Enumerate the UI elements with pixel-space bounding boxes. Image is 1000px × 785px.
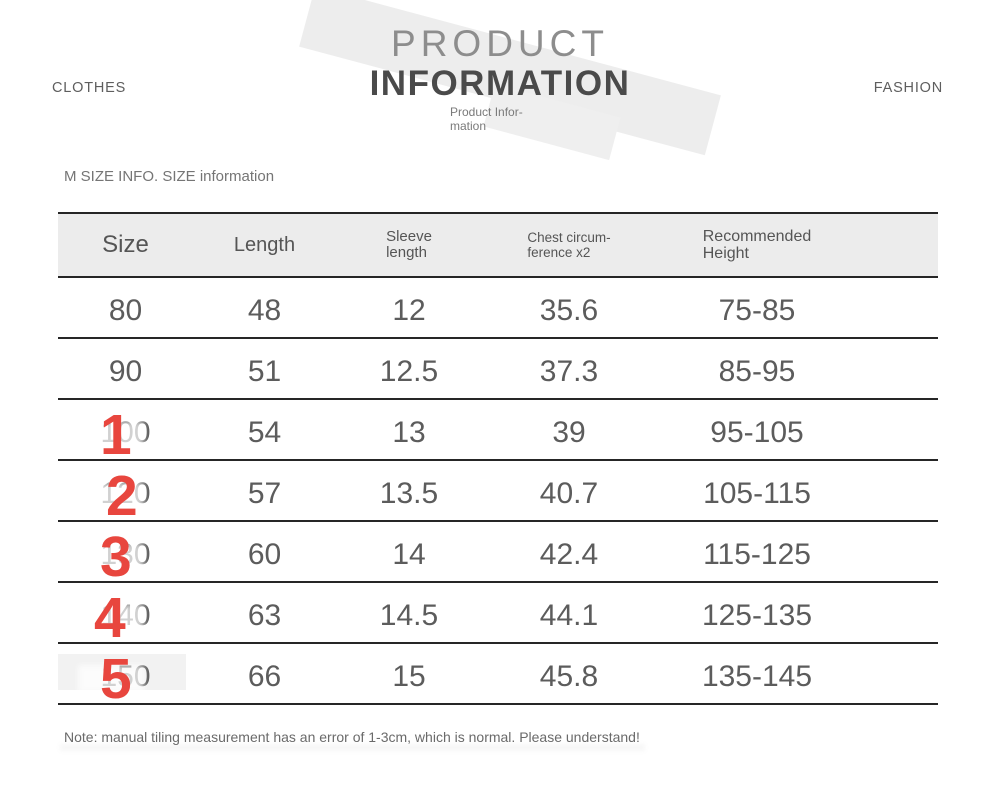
size-cell: 120 2 xyxy=(58,468,193,525)
brand-right-label: FASHION xyxy=(873,80,943,96)
white-smudge-overlay xyxy=(78,543,144,571)
header-cell-size: Size xyxy=(58,231,193,259)
red-mark-5: 5 xyxy=(100,647,132,711)
table-row: 100 1 54 13 39 95-105 xyxy=(58,400,938,464)
chest-cell: 45.8 xyxy=(539,660,599,693)
header-cell-sleeve-length: Sleeve length xyxy=(336,229,482,261)
section-label: M SIZE INFO. SIZE information xyxy=(64,168,275,185)
size-cell: 90 xyxy=(58,346,193,398)
title-subtitle: Product Infor- mation xyxy=(450,105,523,133)
header-cell-length: Length xyxy=(193,234,336,257)
header-sleeve-line2: length xyxy=(386,244,427,261)
table-row: 140 4 63 14.5 44.1 125-135 xyxy=(58,583,938,647)
header-size-label: Size xyxy=(102,231,149,258)
subtitle-line1: Product Infor- xyxy=(450,105,523,119)
header-height-line1: Recommended xyxy=(702,228,812,245)
header-length-label: Length xyxy=(233,233,296,256)
note-text: Note: manual tiling measurement has an e… xyxy=(64,729,640,745)
size-value: 90 xyxy=(108,355,143,388)
size-cell: 100 1 xyxy=(58,407,193,464)
header-chest-line2: ference x2 xyxy=(527,245,591,260)
white-smudge-overlay xyxy=(78,421,144,449)
header-height-line2: Height xyxy=(702,245,749,262)
size-table: Size Length Sleeve length Chest circum- … xyxy=(58,212,938,708)
table-row: 130 3 60 14 42.4 115-125 xyxy=(58,522,938,586)
header-sleeve-line1: Sleeve xyxy=(386,228,432,245)
table-row: 120 2 57 13.5 40.7 105-115 xyxy=(58,461,938,525)
length-cell: 57 xyxy=(247,477,282,510)
red-mark-2: 2 xyxy=(106,464,138,528)
size-cell: 140 4 xyxy=(58,590,193,647)
chest-cell: 42.4 xyxy=(539,538,599,571)
length-cell: 66 xyxy=(247,660,282,693)
table-row: 80 48 12 35.6 75-85 xyxy=(58,278,938,339)
height-cell: 105-115 xyxy=(703,477,811,510)
height-cell: 85-95 xyxy=(718,355,796,388)
size-value: 80 xyxy=(108,294,143,327)
table-row: 150 5 66 15 45.8 135-145 xyxy=(58,644,938,708)
chest-cell: 40.7 xyxy=(539,477,599,510)
height-cell: 115-125 xyxy=(703,538,811,571)
height-cell: 135-145 xyxy=(701,660,813,693)
length-cell: 51 xyxy=(247,355,282,388)
sleeve-cell: 14 xyxy=(392,538,426,571)
white-smudge-overlay xyxy=(78,482,144,510)
title-line2: INFORMATION xyxy=(369,64,631,103)
height-cell: 125-135 xyxy=(701,599,813,632)
length-cell: 48 xyxy=(247,294,282,327)
table-header-row: Size Length Sleeve length Chest circum- … xyxy=(58,214,938,278)
size-cell: 130 3 xyxy=(58,529,193,586)
sleeve-cell: 12.5 xyxy=(379,355,439,388)
red-mark-4: 4 xyxy=(94,586,126,650)
length-cell: 54 xyxy=(247,416,282,449)
size-cell: 150 5 xyxy=(58,651,193,708)
title-line1: PRODUCT xyxy=(391,23,609,64)
sleeve-cell: 12 xyxy=(392,294,426,327)
length-cell: 63 xyxy=(247,599,282,632)
table-row: 90 51 12.5 37.3 85-95 xyxy=(58,339,938,400)
chest-cell: 35.6 xyxy=(539,294,599,327)
header-cell-recommended-height: Recommended Height xyxy=(656,228,938,262)
sleeve-cell: 15 xyxy=(392,660,426,693)
white-smudge-overlay xyxy=(78,604,144,632)
size-cell: 80 xyxy=(58,285,193,337)
red-mark-1: 1 xyxy=(100,403,132,467)
height-cell: 75-85 xyxy=(718,294,796,327)
chest-cell: 44.1 xyxy=(539,599,599,632)
ghost-watermark-line xyxy=(60,744,645,751)
chest-cell: 39 xyxy=(552,416,586,449)
brand-left-label: CLOTHES xyxy=(52,80,127,96)
header-chest-line1: Chest circum- xyxy=(527,230,611,245)
red-mark-3: 3 xyxy=(100,525,132,589)
height-cell: 95-105 xyxy=(710,416,804,449)
subtitle-line2: mation xyxy=(450,118,487,133)
sleeve-cell: 13 xyxy=(392,416,426,449)
header-cell-chest: Chest circum- ference x2 xyxy=(482,230,656,260)
sleeve-cell: 13.5 xyxy=(379,477,439,510)
sleeve-cell: 14.5 xyxy=(379,599,439,632)
page-title: PRODUCT INFORMATION xyxy=(0,24,1000,103)
length-cell: 60 xyxy=(247,538,282,571)
white-smudge-overlay xyxy=(78,665,144,693)
chest-cell: 37.3 xyxy=(539,355,599,388)
